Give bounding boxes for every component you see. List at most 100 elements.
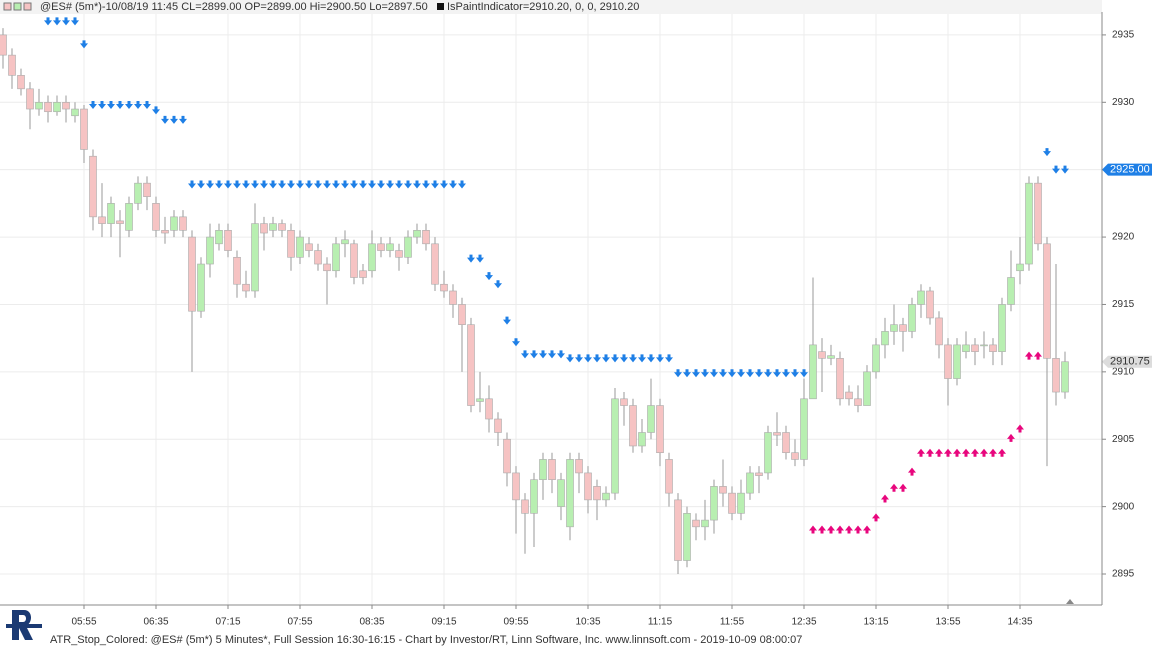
stop-arrow-down [98, 100, 106, 109]
candle-body [755, 472, 763, 476]
header-indicator: IsPaintIndicator=2910.20, 0, 0, 2910.20 [447, 1, 639, 13]
stop-arrow-down [188, 180, 196, 189]
y-tick-label: 2900 [1112, 501, 1135, 512]
candle-body [728, 492, 736, 514]
candle-body [287, 230, 295, 258]
candle-body [152, 203, 160, 231]
candle-body [593, 486, 601, 501]
candle-body [602, 492, 610, 501]
stop-arrow-down [260, 180, 268, 189]
header-bar [0, 0, 1102, 14]
candle-body [494, 418, 502, 433]
stop-arrow-down [53, 17, 61, 26]
x-tick-label: 09:15 [431, 617, 456, 628]
stop-arrow-down [224, 180, 232, 189]
candle-body [638, 432, 646, 447]
candle-body [818, 351, 826, 359]
stop-arrow-down [431, 180, 439, 189]
candle-body [845, 391, 853, 400]
stop-arrow-down [584, 354, 592, 363]
stop-arrow-down [386, 180, 394, 189]
candle-body [980, 344, 988, 347]
stop-arrow-down [395, 180, 403, 189]
candle-body [548, 459, 556, 480]
candle-body [1043, 243, 1051, 359]
candle-body [800, 398, 808, 460]
x-tick-label: 10:35 [575, 617, 600, 628]
x-tick-label: 13:55 [935, 617, 960, 628]
stop-arrow-up [989, 448, 997, 457]
stop-arrow-down [755, 369, 763, 378]
candle-body [566, 459, 574, 528]
stop-arrow-down [269, 180, 277, 189]
candle-body [134, 182, 142, 204]
stop-arrow-down [197, 180, 205, 189]
candle-body [449, 290, 457, 305]
y-tick-label: 2930 [1112, 97, 1135, 108]
candle-body [332, 243, 340, 272]
stop-arrow-down [710, 369, 718, 378]
stop-arrow-down [611, 354, 619, 363]
stop-arrow-down [107, 100, 115, 109]
stop-arrow-down [161, 115, 169, 124]
stop-arrow-down [170, 115, 178, 124]
stop-arrow-up [899, 483, 907, 492]
x-tick-label: 07:15 [215, 617, 240, 628]
candle-body [206, 236, 214, 265]
stop-arrow-down [602, 354, 610, 363]
stop-arrow-up [1007, 433, 1015, 442]
candle-body [917, 290, 925, 305]
stop-arrow-down [359, 180, 367, 189]
stop-arrow-down [305, 180, 313, 189]
stop-arrow-down [89, 100, 97, 109]
price-marker-label: 2910.75 [1110, 356, 1150, 368]
candle-body [962, 344, 970, 352]
candle-body [0, 34, 7, 56]
axis-layer: 28952900290529102915292029252930293505:5… [71, 30, 1152, 628]
candle-body [746, 472, 754, 494]
stop-arrow-up [881, 494, 889, 503]
stop-arrow-down [1061, 165, 1069, 174]
candle-body [710, 486, 718, 521]
candle-body [989, 344, 997, 352]
stop-arrow-down [800, 369, 808, 378]
stop-arrow-down [71, 17, 79, 26]
stop-arrow-down [323, 180, 331, 189]
stop-arrow-down [458, 180, 466, 189]
stop-arrow-down [1052, 165, 1060, 174]
stop-arrow-down [548, 350, 556, 359]
candle-body [17, 75, 25, 90]
candle-body [665, 459, 673, 494]
candle-body [98, 216, 106, 224]
stop-arrow-down [620, 354, 628, 363]
candle-body [953, 344, 961, 379]
logo [6, 610, 42, 640]
candle-body [476, 398, 484, 402]
header-title: @ES# (5m*)-10/08/19 11:45 CL=2899.00 OP=… [40, 1, 428, 13]
candle-body [71, 108, 79, 117]
stop-arrow-down [485, 272, 493, 281]
candle-body [485, 398, 493, 420]
candle-body [701, 519, 709, 528]
candle-body [26, 88, 34, 110]
x-tick-label: 06:35 [143, 617, 168, 628]
candle-body [233, 256, 241, 285]
candle-body [8, 54, 16, 76]
stop-arrow-down [440, 180, 448, 189]
candle-body [179, 216, 187, 231]
price-marker [1102, 163, 1152, 176]
stop-arrow-down [566, 354, 574, 363]
stop-arrow-down [125, 100, 133, 109]
candle-body [404, 236, 412, 258]
candle-body [143, 182, 151, 197]
candle-body [584, 472, 592, 501]
stop-arrow-up [818, 525, 826, 534]
x-tick-label: 12:35 [791, 617, 816, 628]
stop-arrow-down [791, 369, 799, 378]
stop-arrow-down [746, 369, 754, 378]
candle-body [719, 486, 727, 494]
y-tick-label: 2935 [1112, 30, 1135, 41]
stop-arrow-up [890, 483, 898, 492]
candle-body [692, 519, 700, 528]
